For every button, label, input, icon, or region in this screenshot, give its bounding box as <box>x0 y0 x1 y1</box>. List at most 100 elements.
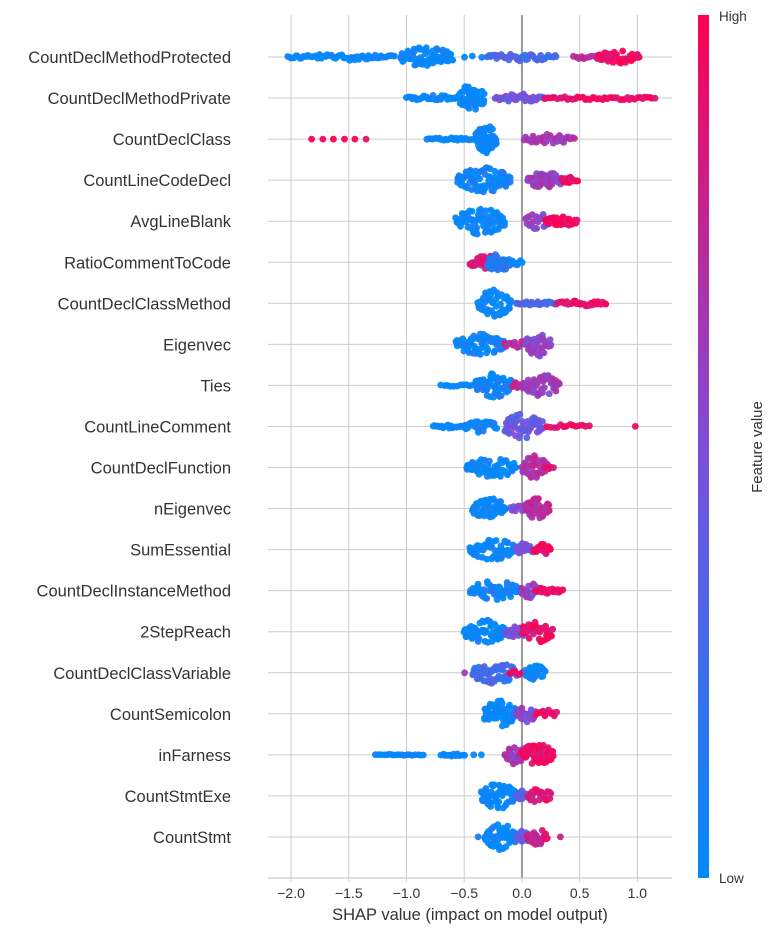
shap-point <box>523 434 531 442</box>
feature-label: inFarness <box>159 747 231 765</box>
shap-point <box>319 135 327 143</box>
shap-point <box>586 422 593 430</box>
shap-point <box>559 586 567 594</box>
shap-point <box>556 380 563 388</box>
shap-point <box>474 580 482 588</box>
feature-label: CountDeclClassMethod <box>58 295 231 313</box>
shap-point <box>467 167 474 174</box>
shap-point <box>494 821 502 828</box>
shap-point <box>549 625 556 633</box>
shap-point <box>482 628 490 636</box>
shap-point <box>461 751 469 759</box>
shap-point <box>541 667 549 675</box>
shap-point <box>489 125 496 133</box>
shap-point <box>474 833 482 841</box>
shap-point <box>483 595 491 602</box>
shap-point <box>477 205 485 213</box>
shap-point <box>506 305 513 312</box>
shap-point <box>447 50 455 58</box>
feature-label: CountDeclClassVariable <box>53 665 231 683</box>
shap-point <box>505 676 513 683</box>
shap-point <box>506 178 514 186</box>
feature-label: nEigenvec <box>154 501 231 519</box>
shap-point <box>475 635 483 642</box>
shap-point <box>542 622 549 630</box>
shap-point <box>542 550 550 557</box>
shap-point <box>498 700 506 707</box>
shap-point <box>476 350 484 358</box>
feature-label: CountDeclMethodPrivate <box>48 90 231 108</box>
shap-point <box>546 336 554 343</box>
shap-point <box>493 424 501 432</box>
shap-point <box>470 751 478 759</box>
shap-point <box>468 52 476 60</box>
shap-point <box>543 834 551 842</box>
shap-point <box>548 632 555 640</box>
shap-point <box>540 384 548 392</box>
feature-label: CountStmtExe <box>125 788 231 806</box>
shap-point <box>512 464 520 471</box>
shap-point <box>545 390 553 398</box>
feature-label: Eigenvec <box>163 336 231 354</box>
shap-point <box>557 833 564 841</box>
points-layer <box>284 44 659 853</box>
shap-point <box>491 347 499 355</box>
shap-point <box>529 218 537 226</box>
feature-label: CountDeclFunction <box>91 460 231 478</box>
feature-label: RatioCommentToCode <box>64 254 231 272</box>
shap-point <box>545 507 553 515</box>
shap-point <box>547 341 555 349</box>
shap-point <box>330 135 337 143</box>
shap-point <box>609 58 617 66</box>
shap-point <box>494 804 502 812</box>
shap-point <box>493 596 501 603</box>
feature-label: CountDeclClass <box>113 131 231 149</box>
x-tick-label: −1.0 <box>393 885 421 901</box>
shap-point <box>480 586 488 594</box>
colorbar-title: Feature value <box>749 401 766 493</box>
shap-point <box>478 53 486 61</box>
shap-point <box>546 795 554 802</box>
shap-point <box>549 752 557 760</box>
shap-point <box>507 593 514 600</box>
shap-point <box>486 457 493 465</box>
shap-point <box>506 701 513 709</box>
shap-point <box>651 94 659 102</box>
colorbar-low-label: Low <box>719 871 744 886</box>
x-tick-label: −1.5 <box>335 885 363 901</box>
shap-point <box>539 418 546 425</box>
shap-point <box>492 537 500 544</box>
shap-point <box>473 230 481 238</box>
shap-point <box>476 175 484 183</box>
shap-point <box>484 346 492 354</box>
shap-point <box>516 410 524 418</box>
shap-point <box>571 135 578 142</box>
shap-point <box>497 498 505 505</box>
feature-label: CountLineCodeDecl <box>83 172 231 190</box>
colorbar-high-label: High <box>719 9 747 24</box>
shap-point <box>473 224 481 232</box>
x-tick-label: 0.5 <box>570 885 590 901</box>
feature-label: CountDeclInstanceMethod <box>37 583 231 601</box>
shap-point <box>362 135 370 143</box>
colorbar: High Low Feature value <box>698 9 766 886</box>
shap-point <box>552 387 560 395</box>
shap-point <box>540 349 548 357</box>
shap-point <box>547 790 555 797</box>
x-tick-label: −0.5 <box>450 885 478 901</box>
shap-point <box>635 53 643 61</box>
x-tick-label: −2.0 <box>277 885 305 901</box>
feature-label: CountDeclMethodProtected <box>28 49 231 67</box>
shap-point <box>535 495 542 502</box>
shap-point <box>550 464 557 471</box>
shap-point <box>351 135 359 143</box>
shap-point <box>518 704 526 712</box>
shap-point <box>461 53 468 61</box>
shap-point <box>497 392 505 400</box>
shap-point <box>573 216 581 224</box>
shap-point <box>502 505 509 513</box>
shap-point <box>492 140 500 147</box>
shap-point <box>489 220 497 228</box>
shap-point <box>449 56 457 64</box>
